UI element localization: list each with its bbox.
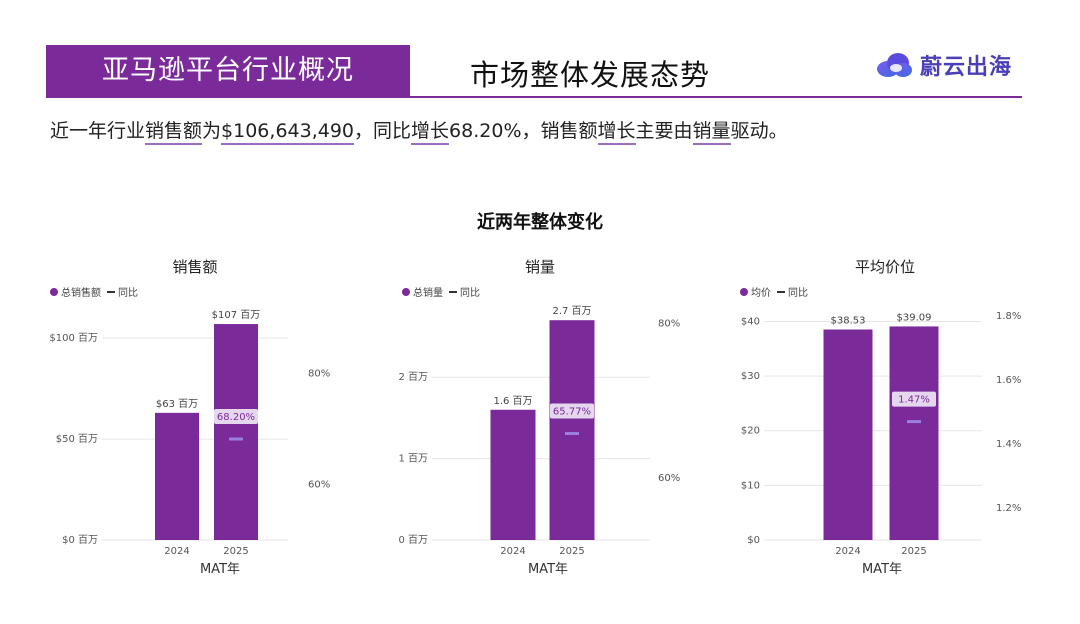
yoy-label-bg	[550, 403, 594, 419]
y-tick-label: $100 百万	[49, 332, 98, 344]
chart-panel-volume: 销量 总销量 同比 0 百万 1 百万 2 百万 60% 80% 1.6 百万 2024 2.…	[380, 250, 700, 590]
x-axis-title: MAT年	[527, 562, 569, 577]
y2-tick-label: 1.4%	[996, 439, 1021, 450]
data-label: 2.7 百万	[552, 305, 591, 317]
bar	[490, 409, 536, 540]
legend-label: 同比	[788, 288, 808, 299]
legend-dash-icon	[107, 290, 115, 293]
summary-highlight: 增长	[597, 120, 636, 145]
y2-tick-label: 1.2%	[996, 503, 1021, 514]
y2-tick-label: 80%	[308, 369, 330, 380]
x-axis-title: MAT年	[861, 562, 903, 577]
data-label: 1.6 百万	[493, 395, 532, 407]
y-tick-label: $10	[741, 480, 760, 491]
bar	[889, 326, 939, 540]
legend-label: 总销售额	[61, 288, 101, 299]
header-divider	[46, 96, 1022, 98]
section-label: 亚马逊平台行业概况	[46, 45, 410, 97]
sales-chart: $0 百万 $50 百万 $100 百万 60% 80% $63 百万 2024 $107 百…	[49, 309, 330, 557]
avg-price-chart: $0 $10 $20 $30 $40 1.2% 1.4% 1.6% 1.8% $38.53 2024…	[741, 311, 1022, 557]
y-tick-label: 2 百万	[398, 371, 428, 383]
summary-highlight: $106,643,490	[221, 120, 355, 145]
y-tick-label: $0 百万	[62, 534, 98, 546]
y2-tick-label: 80%	[658, 318, 680, 329]
logo-text: 蔚云出海	[920, 55, 1013, 80]
chart-legend: 总销售额 同比	[50, 284, 138, 299]
legend-dot-icon	[402, 287, 410, 296]
x-axis-title: MAT年	[199, 562, 241, 577]
data-label: $38.53	[831, 315, 866, 326]
bar	[823, 329, 873, 540]
summary-text: 为	[202, 120, 222, 142]
legend-label: 同比	[118, 288, 138, 299]
y2-tick-label: 60%	[658, 473, 680, 484]
brand-logo: 蔚云出海	[874, 48, 1012, 82]
cloud-logo-icon	[877, 53, 912, 77]
y-tick-label: 0 百万	[398, 534, 428, 546]
legend-dot-icon	[740, 287, 748, 296]
bar	[549, 320, 595, 540]
summary-highlight: 销量	[692, 120, 731, 145]
summary-text: 68.20%	[449, 120, 522, 142]
legend-label: 均价	[751, 288, 771, 299]
data-label: $63 百万	[156, 398, 198, 410]
legend-dash-icon	[777, 290, 785, 293]
yoy-label: 65.77%	[553, 407, 591, 418]
chart-title: 平均价位	[854, 258, 915, 276]
y-tick-label: $50 百万	[56, 433, 98, 445]
x-tick-label: 2025	[223, 546, 248, 557]
x-tick-label: 2024	[835, 546, 860, 557]
y2-tick-label: 1.6%	[996, 375, 1021, 386]
y-tick-label: 1 百万	[398, 453, 428, 465]
data-label: $39.09	[897, 312, 932, 323]
yoy-label: 68.20%	[217, 412, 255, 423]
summary-text: 主要由	[635, 120, 693, 142]
bar	[155, 412, 199, 540]
yoy-label: 1.47%	[898, 395, 930, 406]
chart-title: 销量	[524, 258, 555, 276]
y2-tick-label: 1.8%	[996, 311, 1021, 322]
yoy-label-bg	[892, 391, 936, 407]
legend-dash-icon	[449, 290, 457, 293]
chart-title: 销售额	[172, 258, 218, 276]
yoy-marker	[229, 437, 243, 441]
summary-text: 驱动。	[730, 120, 788, 142]
legend-label: 同比	[460, 288, 480, 299]
x-tick-label: 2025	[901, 546, 926, 557]
data-label: $107 百万	[212, 309, 261, 321]
x-tick-label: 2025	[559, 546, 584, 557]
page-title: 市场整体发展态势	[470, 58, 711, 92]
y-tick-label: $0	[747, 535, 760, 546]
chart-legend: 均价 同比	[740, 284, 808, 299]
volume-chart: 0 百万 1 百万 2 百万 60% 80% 1.6 百万 2024 2.7 百万 2025 65…	[398, 305, 680, 557]
legend-label: 总销量	[413, 288, 443, 299]
y-tick-label: $40	[741, 316, 760, 327]
summary-text: ，销售额	[521, 120, 598, 142]
x-tick-label: 2024	[164, 546, 189, 557]
y-tick-label: $30	[741, 371, 760, 382]
summary-line: 近一年行业销售额为$106,643,490，同比增长68.20%，销售额增长主要…	[50, 116, 788, 145]
yoy-label-bg	[214, 408, 258, 424]
section-title: 近两年整体变化	[477, 212, 603, 233]
summary-highlight: 销售额	[145, 120, 203, 145]
summary-highlight: 增长	[411, 120, 450, 145]
yoy-marker	[565, 432, 579, 436]
bar	[214, 324, 258, 540]
y2-tick-label: 60%	[308, 480, 330, 491]
x-tick-label: 2024	[500, 546, 525, 557]
legend-dot-icon	[50, 287, 58, 296]
yoy-marker	[907, 420, 921, 424]
chart-panel-sales: 销售额 总销售额 同比 $0 百万 $50 百万 $100 百万 60% 80% $63 …	[40, 250, 360, 590]
summary-text: ，同比	[354, 120, 412, 142]
chart-legend: 总销量 同比	[402, 284, 480, 299]
summary-text: 近一年行业	[50, 120, 146, 142]
chart-panel-avg-price: 平均价位 均价 同比 $0 $10 $20 $30 $40 1.2% 1.4% 1.6% 1.8…	[720, 250, 1060, 590]
y-tick-label: $20	[741, 426, 760, 437]
